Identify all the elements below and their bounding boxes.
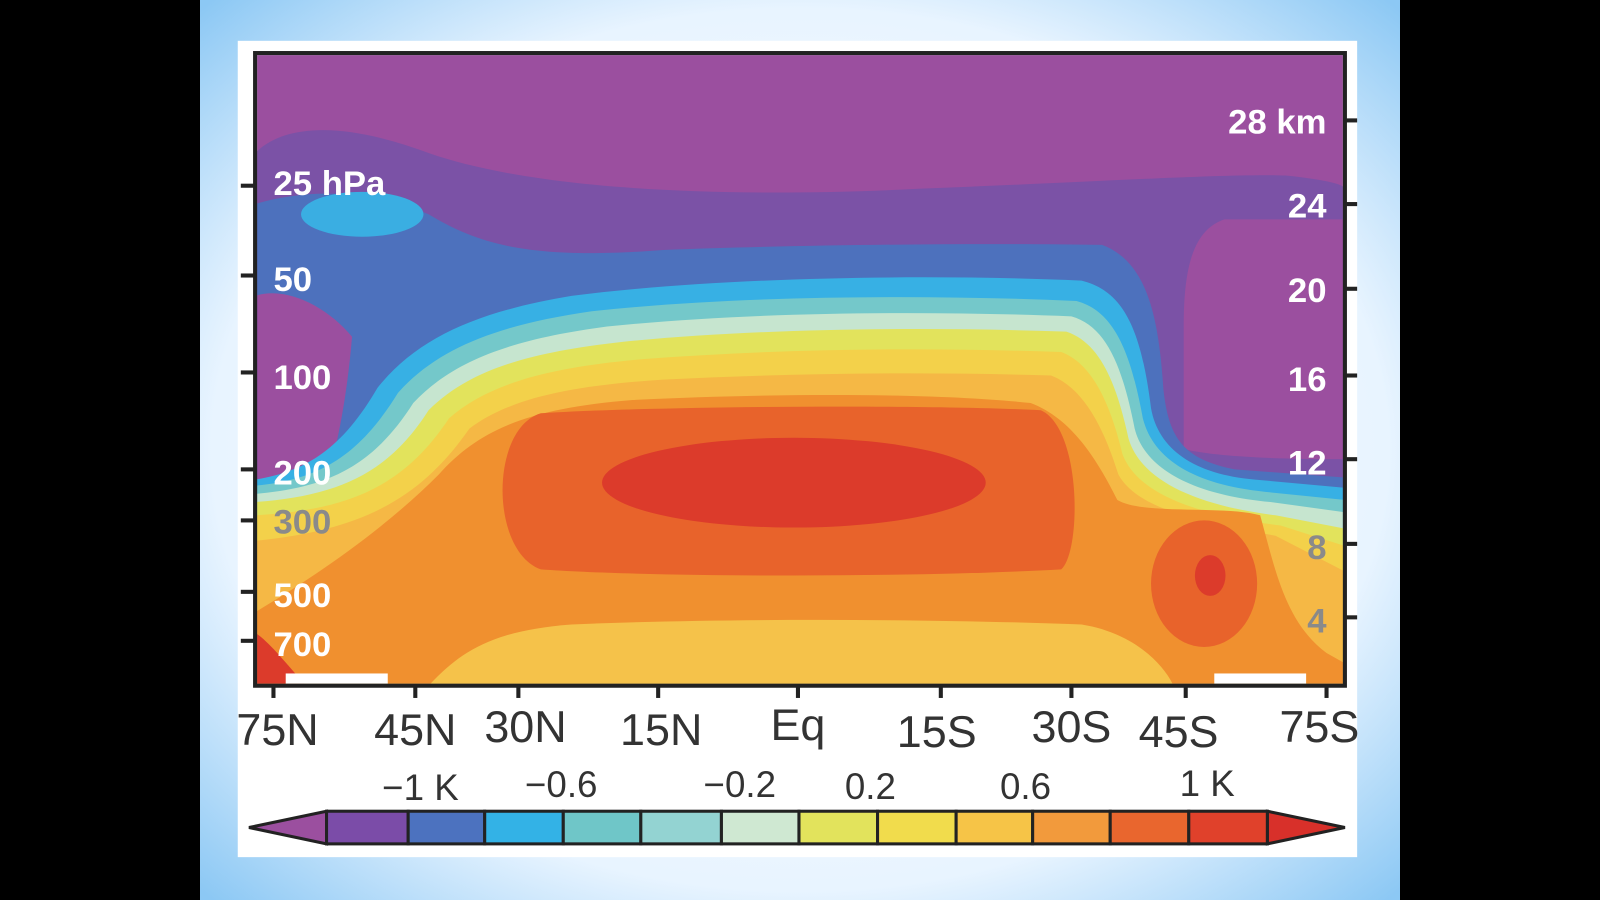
latitude-label: 30S (1031, 701, 1111, 752)
altitude-label: 20 (1288, 272, 1327, 310)
colorbar-label: −0.6 (525, 764, 597, 805)
pressure-label: 500 (273, 577, 331, 615)
pressure-label: 100 (273, 359, 331, 397)
latitude-label: 75S (1279, 701, 1359, 752)
altitude-label: 12 (1288, 444, 1327, 482)
contour-field (257, 55, 1343, 684)
latitude-label: 45S (1139, 706, 1219, 757)
pressure-label: 700 (273, 626, 331, 664)
colorbar-label: 1 K (1180, 763, 1236, 804)
latitude-label: 30N (484, 701, 566, 752)
colorbar-label: −1 K (382, 767, 459, 808)
pressure-label: 50 (273, 261, 312, 299)
latitude-label: 15N (620, 704, 702, 755)
pressure-label: 200 (273, 455, 331, 493)
colorbar-label: −0.2 (704, 764, 777, 805)
pressure-label: 300 (273, 504, 331, 542)
latitude-label: 45N (374, 704, 456, 755)
altitude-label: 24 (1288, 187, 1327, 225)
pressure-label: 25 hPa (273, 165, 386, 203)
latitude-label: 75N (236, 704, 318, 755)
altitude-label: 8 (1307, 529, 1326, 567)
latitude-label: 15S (897, 706, 977, 757)
latitude-label: Eq (771, 699, 826, 750)
ticks (240, 118, 1358, 698)
altitude-label: 16 (1288, 361, 1327, 399)
colorbar-label: 0.6 (1000, 766, 1051, 807)
colorbar-label: 0.2 (845, 766, 896, 807)
altitude-label: 28 km (1228, 104, 1326, 142)
altitude-label: 4 (1307, 603, 1327, 641)
colorbar (248, 809, 1346, 846)
